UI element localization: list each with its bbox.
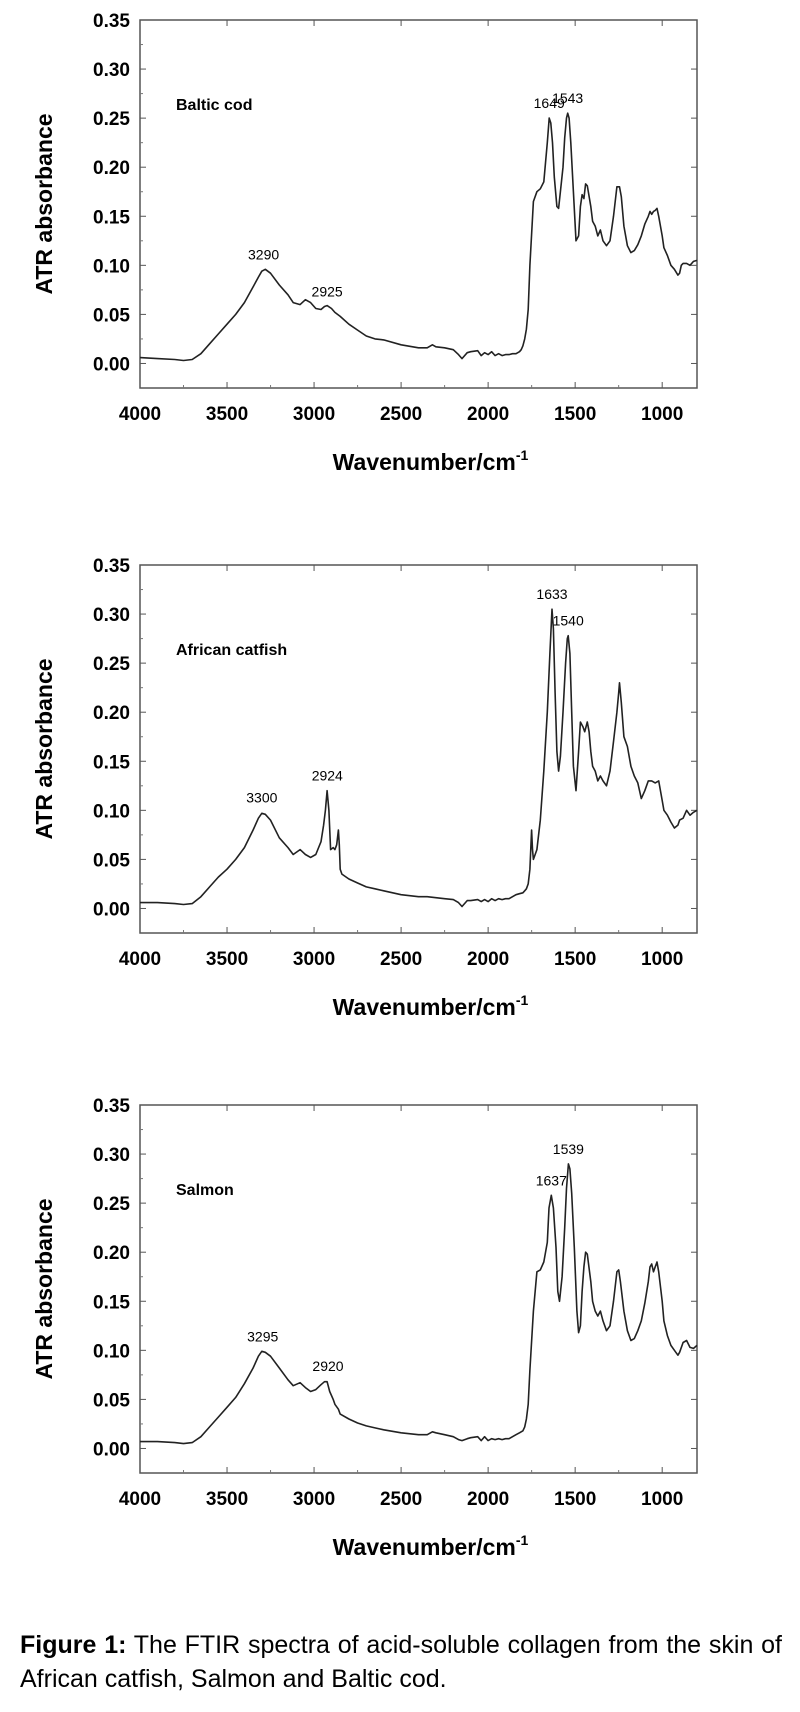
x-axis-title-text: Wavenumber/cm: [333, 994, 516, 1020]
x-tick-label: 2500: [380, 1489, 422, 1510]
y-tick-label: 0.10: [93, 801, 130, 822]
peak-label: 3290: [248, 246, 279, 262]
y-tick-label: 0.05: [93, 305, 130, 326]
peak-label: 1543: [552, 90, 583, 106]
x-tick-label: 4000: [119, 949, 161, 970]
y-tick-label: 0.25: [93, 1194, 130, 1215]
x-axis-title-superscript: -1: [516, 992, 529, 1008]
y-tick-label: 0.15: [93, 1292, 130, 1313]
y-axis-title: ATR absorbance: [31, 658, 57, 839]
plot-frame: [139, 564, 698, 934]
x-axis-title: Wavenumber/cm-1: [333, 1532, 529, 1560]
y-tick-label: 0.30: [93, 605, 130, 626]
x-axis-title-superscript: -1: [516, 1532, 529, 1548]
y-tick-label: 0.30: [93, 1145, 130, 1166]
peak-label: 3295: [247, 1328, 278, 1344]
x-axis-title-text: Wavenumber/cm: [333, 1534, 516, 1560]
x-tick-label: 1000: [641, 404, 683, 425]
y-tick-label: 0.00: [93, 1439, 130, 1460]
y-tick-label: 0.00: [93, 354, 130, 375]
y-tick-label: 0.10: [93, 1341, 130, 1362]
x-axis-title: Wavenumber/cm-1: [333, 447, 529, 475]
y-tick-label: 0.05: [93, 850, 130, 871]
spectrum-line-salmon: [140, 1163, 698, 1445]
plot-frame: [139, 1104, 698, 1474]
figure-caption: Figure 1: The FTIR spectra of acid-solub…: [20, 1628, 782, 1696]
x-tick-label: 1500: [554, 404, 596, 425]
series-name-label: African catfish: [176, 642, 287, 659]
peak-label: 3300: [246, 789, 277, 805]
y-tick-label: 0.20: [93, 158, 130, 179]
x-tick-label: 3000: [293, 949, 335, 970]
y-tick-label: 0.15: [93, 752, 130, 773]
x-axis-title-superscript: -1: [516, 447, 529, 463]
y-tick-label: 0.25: [93, 654, 130, 675]
x-tick-label: 3500: [206, 404, 248, 425]
peak-label: 2924: [312, 768, 343, 784]
ftir-chart-baltic-cod: 0.00 0.05 0.10 0.15 0.20 0.25 0.30 0.35 4000 3500…: [31, 11, 698, 475]
x-tick-label: 3000: [293, 404, 335, 425]
chart-panel-african-catfish: 0.00 0.05 0.10 0.15 0.20 0.25 0.30 0.35 4000 3500…: [0, 545, 800, 1090]
ftir-chart-salmon: 0.00 0.05 0.10 0.15 0.20 0.25 0.30 0.35 4000 3500…: [31, 1096, 698, 1560]
x-tick-label: 4000: [119, 1489, 161, 1510]
x-tick-label: 3000: [293, 1489, 335, 1510]
x-tick-label: 4000: [119, 404, 161, 425]
figure-caption-label: Figure 1:: [20, 1631, 127, 1659]
peak-label: 1540: [553, 613, 584, 629]
x-tick-label: 1000: [641, 949, 683, 970]
peak-label: 1637: [536, 1172, 567, 1188]
x-tick-label: 1000: [641, 1489, 683, 1510]
x-axis-title-text: Wavenumber/cm: [333, 449, 516, 475]
x-axis-title: Wavenumber/cm-1: [333, 992, 529, 1020]
peak-label: 2920: [312, 1358, 343, 1374]
y-axis-title: ATR absorbance: [31, 1198, 57, 1379]
y-tick-label: 0.00: [93, 899, 130, 920]
y-tick-label: 0.05: [93, 1390, 130, 1411]
x-tick-label: 1500: [554, 949, 596, 970]
peak-label: 1539: [553, 1141, 584, 1157]
y-tick-label: 0.35: [93, 11, 130, 32]
chart-panel-baltic-cod: 0.00 0.05 0.10 0.15 0.20 0.25 0.30 0.35 4000 3500…: [0, 0, 800, 545]
peak-label: 2925: [312, 284, 343, 300]
peak-label: 1649: [534, 95, 565, 111]
chart-panel-salmon: 0.00 0.05 0.10 0.15 0.20 0.25 0.30 0.35 4000 3500…: [0, 1085, 800, 1630]
plot-frame: [139, 19, 698, 389]
y-tick-label: 0.30: [93, 60, 130, 81]
x-tick-label: 1500: [554, 1489, 596, 1510]
y-tick-label: 0.35: [93, 556, 130, 577]
x-tick-label: 2000: [467, 1489, 509, 1510]
x-tick-label: 3500: [206, 949, 248, 970]
y-tick-label: 0.20: [93, 703, 130, 724]
x-tick-label: 2500: [380, 404, 422, 425]
y-tick-label: 0.10: [93, 256, 130, 277]
x-tick-label: 2500: [380, 949, 422, 970]
y-tick-label: 0.25: [93, 109, 130, 130]
spectrum-line-african-catfish: [140, 608, 698, 908]
y-tick-label: 0.35: [93, 1096, 130, 1117]
peak-label: 1633: [536, 586, 567, 602]
spectrum-line-baltic-cod: [139, 112, 698, 362]
x-tick-label: 2000: [467, 949, 509, 970]
y-tick-label: 0.15: [93, 207, 130, 228]
series-name-label: Baltic cod: [176, 97, 252, 114]
figure-caption-text: The FTIR spectra of acid-soluble collage…: [20, 1631, 782, 1693]
series-name-label: Salmon: [176, 1182, 234, 1199]
ftir-chart-african-catfish: 0.00 0.05 0.10 0.15 0.20 0.25 0.30 0.35 4000 3500…: [31, 556, 698, 1020]
x-tick-label: 3500: [206, 1489, 248, 1510]
y-axis-title: ATR absorbance: [31, 113, 57, 294]
x-tick-label: 2000: [467, 404, 509, 425]
y-tick-label: 0.20: [93, 1243, 130, 1264]
